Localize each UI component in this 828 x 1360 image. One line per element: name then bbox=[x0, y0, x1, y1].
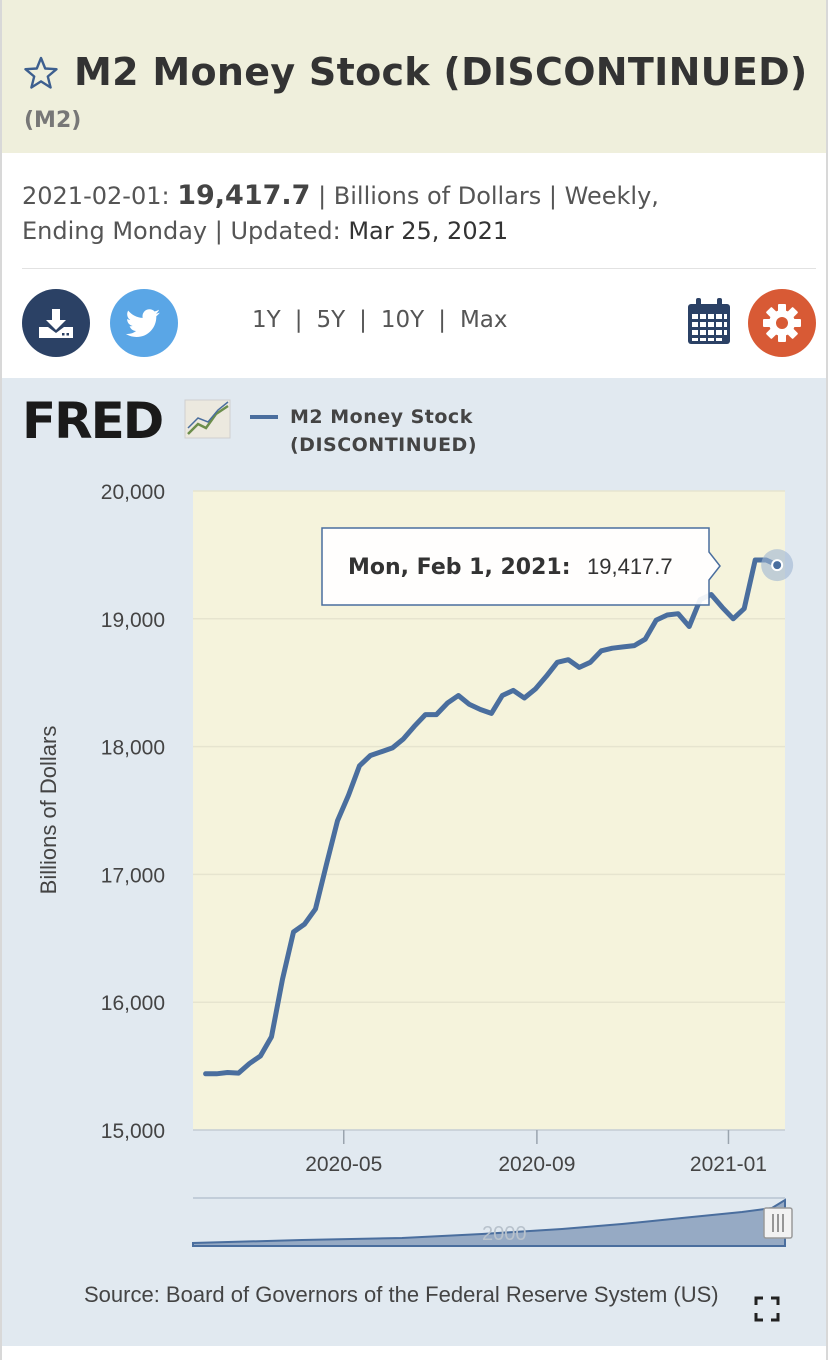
title-bar: M2 Money Stock (DISCONTINUED) (M2) bbox=[2, 0, 826, 153]
page-title: M2 Money Stock (DISCONTINUED) bbox=[74, 50, 808, 94]
x-tick-label: 2021-01 bbox=[690, 1153, 767, 1176]
chart-panel: FRED M2 Money Stock (DISCONTINUED) 15,00… bbox=[2, 378, 826, 1346]
y-tick-label: 15,000 bbox=[101, 1120, 165, 1143]
tooltip-value: 19,417.7 bbox=[587, 554, 673, 579]
twitter-icon bbox=[125, 309, 160, 337]
fred-logo-text: FRED bbox=[22, 392, 162, 450]
calendar-icon[interactable] bbox=[686, 297, 732, 347]
range-separator: | bbox=[294, 307, 303, 333]
legend-label-line2: (DISCONTINUED) bbox=[290, 434, 477, 456]
range-selector: 1Y | 5Y | 10Y | Max bbox=[252, 307, 508, 333]
range-max[interactable]: Max bbox=[459, 307, 508, 333]
legend[interactable]: M2 Money Stock (DISCONTINUED) bbox=[250, 406, 477, 456]
y-tick-label: 17,000 bbox=[101, 864, 165, 887]
footer-strip bbox=[2, 1346, 826, 1360]
fred-logo[interactable]: FRED bbox=[22, 392, 231, 450]
range-separator: | bbox=[359, 307, 367, 333]
series-id: (M2) bbox=[24, 108, 82, 133]
y-tick-label: 20,000 bbox=[101, 481, 165, 504]
data-point-marker[interactable] bbox=[771, 559, 784, 572]
line-chart[interactable]: FRED M2 Money Stock (DISCONTINUED) 15,00… bbox=[2, 378, 826, 1346]
range-1y[interactable]: 1Y bbox=[252, 307, 281, 333]
y-axis-label: Billions of Dollars bbox=[36, 726, 61, 895]
observation-value: 19,417.7 bbox=[177, 180, 311, 211]
legend-label-line1: M2 Money Stock bbox=[290, 406, 473, 428]
gear-icon bbox=[763, 304, 801, 342]
x-tick-label: 2020-09 bbox=[498, 1153, 575, 1176]
units-text: | Billions of Dollars | bbox=[318, 182, 558, 210]
tooltip: Mon, Feb 1, 2021: 19,417.7 bbox=[321, 527, 721, 606]
star-icon[interactable] bbox=[24, 56, 58, 90]
updated-label: Updated: bbox=[230, 217, 341, 245]
range-10y[interactable]: 10Y bbox=[380, 307, 425, 333]
y-tick-label: 19,000 bbox=[101, 609, 165, 632]
twitter-share-button[interactable] bbox=[110, 289, 178, 357]
settings-button[interactable] bbox=[748, 289, 816, 357]
navigator-series bbox=[192, 1198, 786, 1247]
y-tick-label: 16,000 bbox=[101, 992, 165, 1015]
y-tick-label: 18,000 bbox=[101, 737, 165, 760]
navigator[interactable]: 2000 bbox=[192, 1197, 793, 1247]
series-meta: 2021-02-01: 19,417.7 | Billions of Dolla… bbox=[22, 178, 802, 249]
range-5y[interactable]: 5Y bbox=[316, 307, 346, 333]
series-line[interactable] bbox=[203, 557, 780, 1077]
observation-date: 2021-02-01: bbox=[22, 182, 170, 210]
updated-date: Mar 25, 2021 bbox=[348, 217, 509, 245]
frequency-text-2: Ending Monday | bbox=[22, 217, 223, 245]
source-note: Source: Board of Governors of the Federa… bbox=[84, 1282, 719, 1307]
download-button[interactable] bbox=[22, 289, 90, 357]
fullscreen-icon[interactable] bbox=[754, 1296, 780, 1322]
range-separator: | bbox=[438, 307, 446, 333]
frequency-text: Weekly, bbox=[564, 182, 659, 210]
x-tick-label: 2020-05 bbox=[305, 1153, 382, 1176]
download-icon bbox=[39, 309, 73, 338]
navigator-year-label: 2000 bbox=[482, 1223, 527, 1245]
divider bbox=[22, 268, 816, 269]
tooltip-date: Mon, Feb 1, 2021: bbox=[348, 555, 571, 580]
